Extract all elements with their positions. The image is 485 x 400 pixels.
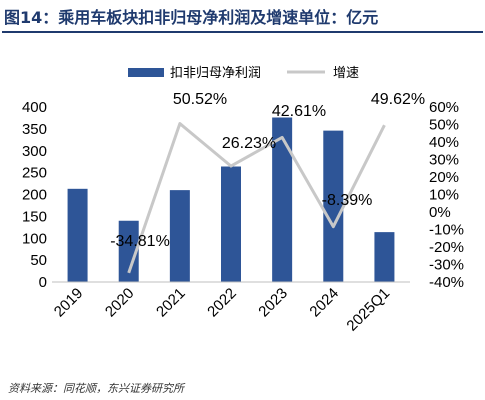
data-label-2021: 50.52%: [173, 91, 227, 108]
x-axis-tick-label: 2021: [153, 285, 189, 321]
left-axis-tick-label: 200: [22, 187, 47, 204]
left-axis-tick-label: 150: [22, 208, 47, 225]
right-axis-tick-label: 10%: [429, 187, 459, 204]
bar-2020: [118, 220, 139, 282]
legend-bar-label: 扣非归母净利润: [170, 66, 261, 81]
right-axis-tick-label: -40%: [429, 274, 464, 291]
right-axis-tick-label: 60%: [429, 99, 459, 116]
left-axis: 0 50 100 150 200 250 300 350 400: [22, 99, 47, 291]
left-axis-tick-label: 100: [22, 230, 47, 247]
data-label-2020: -34.81%: [110, 233, 170, 250]
title-divider: [2, 31, 483, 33]
right-axis-tick-label: -20%: [429, 239, 464, 256]
data-label-2022: 26.23%: [222, 135, 276, 152]
left-axis-tick-label: 250: [22, 165, 47, 182]
growth-line: [127, 122, 386, 274]
right-axis-tick-label: 30%: [429, 152, 459, 169]
bar-2021: [169, 190, 190, 282]
x-axis-tick-label: 2022: [204, 285, 240, 321]
right-axis-tick-label: 20%: [429, 169, 459, 186]
left-axis-tick-label: 400: [22, 99, 47, 116]
source-note: 资料来源：同花顺，东兴证券研究所: [8, 382, 184, 395]
left-axis-tick-label: 300: [22, 143, 47, 160]
bar-2024: [323, 130, 344, 282]
bar-2023: [272, 117, 293, 282]
chart-title: 图14：乘用车板块扣非归母净利润及增速单位：亿元: [4, 8, 379, 27]
x-axis-tick-label: 2020: [102, 285, 138, 321]
bar-2019: [67, 188, 88, 282]
x-axis-tick-label: 2019: [51, 285, 87, 321]
right-axis-tick-label: 0%: [429, 204, 451, 221]
bar-2025Q1: [374, 232, 395, 282]
x-axis-tick-label: 2023: [255, 285, 291, 321]
x-axis-tick-label: 2025Q1: [343, 285, 393, 335]
right-axis-tick-label: -10%: [429, 222, 464, 239]
x-axis: 2019 2020 2021 2022 2023 2024 2025Q1: [51, 285, 393, 335]
data-label-2023: 42.61%: [272, 103, 326, 120]
left-axis-tick-label: 0: [39, 274, 47, 291]
bar-2022: [221, 166, 241, 282]
legend-line-label: 增速: [333, 66, 359, 81]
growth-line-series: [127, 122, 386, 274]
legend: 扣非归母净利润 增速: [128, 66, 359, 81]
legend-bar-swatch: [128, 68, 164, 77]
x-axis-tick-label: 2024: [306, 285, 342, 321]
data-label-2025Q1: 49.62%: [371, 91, 425, 108]
right-axis: -40%-30%-20%-10%0%10%20%30%40%50%60%: [429, 99, 464, 291]
left-axis-tick-label: 50: [30, 252, 47, 269]
data-labels: -34.81% 50.52% 26.23% 42.61% -8.39% 49.62%: [110, 91, 425, 250]
data-label-2024: -8.39%: [322, 192, 373, 209]
right-axis-tick-label: -30%: [429, 257, 464, 274]
bar-series: [67, 117, 395, 282]
right-axis-tick-label: 40%: [429, 134, 459, 151]
right-axis-tick-label: 50%: [429, 117, 459, 134]
left-axis-tick-label: 350: [22, 121, 47, 138]
